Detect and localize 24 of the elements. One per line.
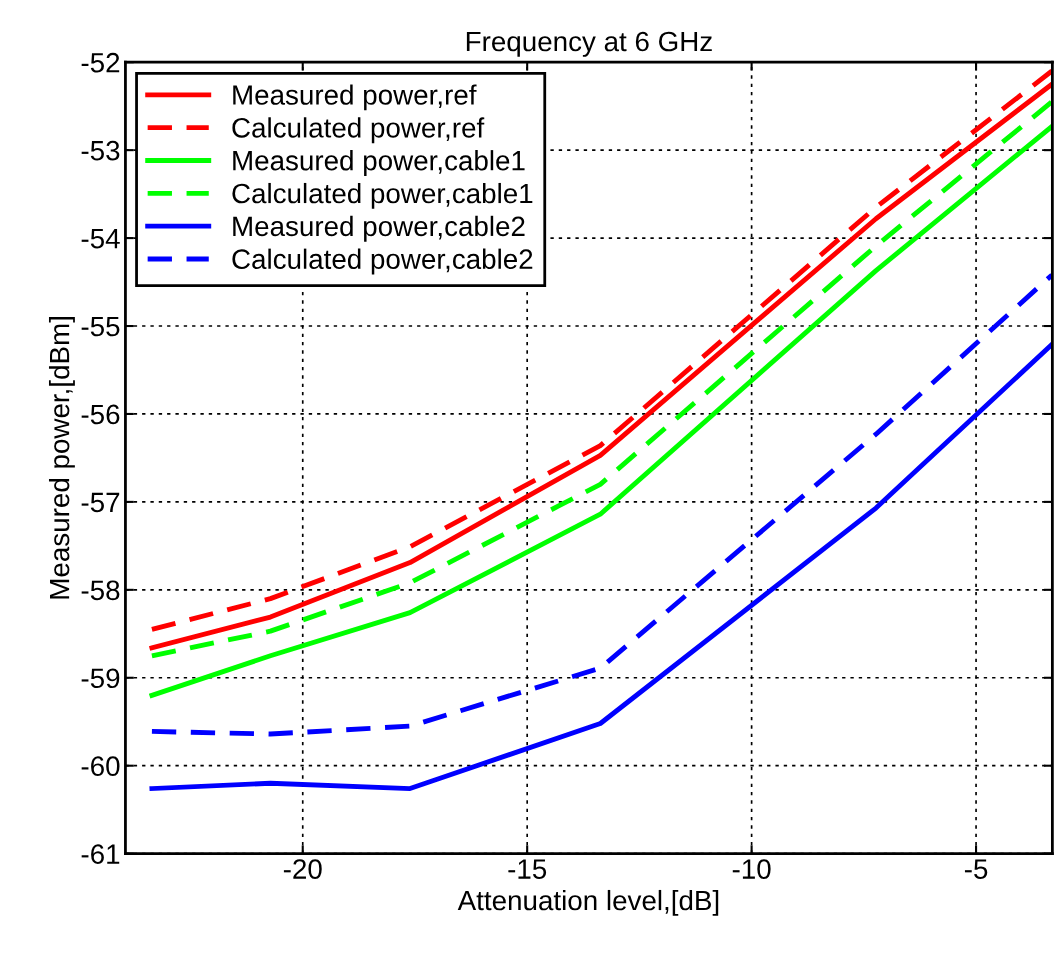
y-axis-title: Measured power,[dBm] — [48, 317, 75, 599]
legend-label: Calculated power,cable1 — [232, 182, 533, 209]
y-tick-label: -60 — [81, 756, 120, 777]
y-tick-label: -56 — [81, 404, 120, 425]
y-tick-label: -57 — [81, 492, 120, 513]
y-tick-label: -55 — [81, 316, 120, 337]
x-tick-label: -5 — [964, 859, 988, 879]
y-tick-label: -58 — [81, 580, 120, 601]
legend-label: Measured power,cable1 — [233, 150, 525, 176]
chart-title: Frequency at 6 GHz — [466, 31, 712, 57]
x-axis-title: Attenuation level,[dB] — [457, 889, 719, 916]
x-tick-label: -10 — [732, 859, 771, 879]
legend-label: Measured power,cable2 — [233, 215, 525, 242]
y-tick-label: -53 — [81, 140, 120, 161]
legend-label: Measured power,ref — [233, 84, 477, 111]
y-tick-label: -59 — [81, 668, 120, 689]
x-tick-label: -15 — [508, 859, 547, 879]
y-tick-label: -61 — [81, 844, 120, 864]
legend-label: Calculated power,ref — [232, 117, 485, 144]
legend-label: Calculated power,cable2 — [232, 248, 533, 275]
y-tick-label: -54 — [81, 229, 120, 249]
x-tick-label: -20 — [283, 859, 322, 879]
line-series — [149, 342, 1053, 791]
y-tick-label: -52 — [81, 52, 120, 73]
